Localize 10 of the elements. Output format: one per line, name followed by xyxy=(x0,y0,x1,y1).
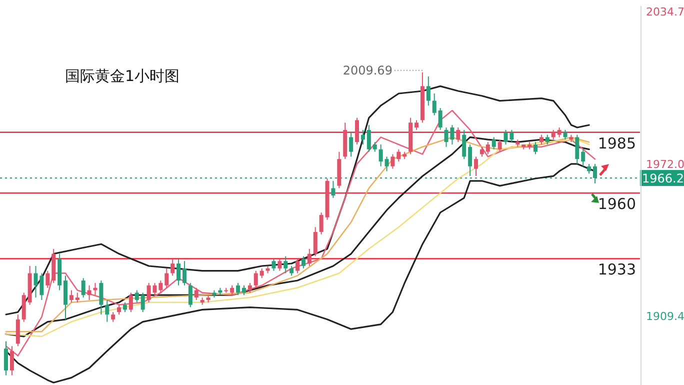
text: 国际黄金1小时图 xyxy=(65,67,180,85)
annotation: 2009.69 xyxy=(342,63,392,78)
y-tick-label: 2034.7 xyxy=(646,6,684,19)
ref-line-label: 1985 xyxy=(598,134,636,152)
y-tick-label: 1972.0 xyxy=(646,158,684,171)
y-tick-label: 1909.4 xyxy=(646,310,684,324)
ref-line-label: 1966.2 xyxy=(642,172,684,186)
ref-line-label: 1933 xyxy=(598,260,636,279)
ref-line-label: 1960 xyxy=(598,195,636,214)
annotation: 2009.69 xyxy=(342,63,423,78)
